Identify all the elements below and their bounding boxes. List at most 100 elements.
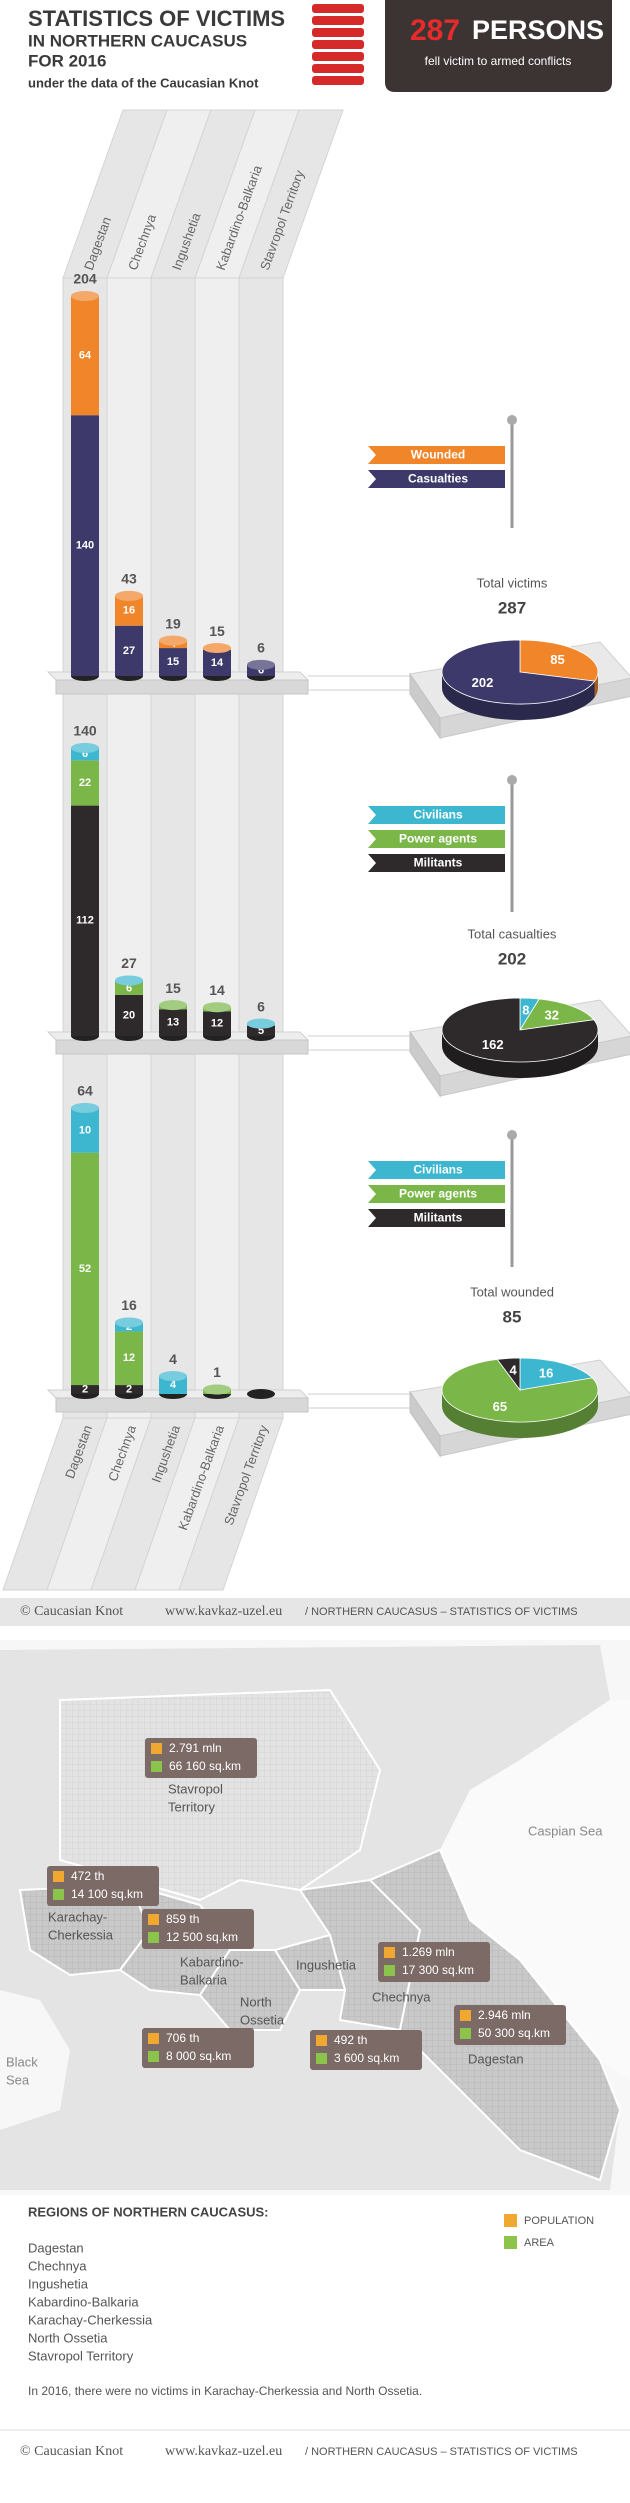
bar-value-label: 27	[123, 645, 135, 657]
banner	[385, 0, 612, 92]
region-name: Kabardino-	[180, 1954, 244, 1969]
bar-total: 1	[213, 1364, 221, 1380]
region-name: Stavropol	[168, 1781, 223, 1796]
bar-segment	[71, 1385, 99, 1394]
area-icon	[384, 1965, 395, 1976]
bar-cap	[159, 1371, 187, 1382]
pie-pedestal-side	[409, 1390, 441, 1458]
sea-label: Sea	[6, 2072, 30, 2087]
legend-label: POPULATION	[524, 2215, 594, 2227]
bar-total: 64	[77, 1083, 93, 1099]
bar-total: 43	[121, 571, 137, 587]
pie-title: Total victims	[477, 575, 548, 590]
bar-value-label: 16	[123, 605, 135, 617]
pie-slice	[519, 1357, 594, 1391]
population: 472 th	[71, 1869, 104, 1883]
region-name: Karachay-	[48, 1909, 107, 1924]
pie-total: 202	[498, 949, 526, 968]
copyright: © Caucasian Knot	[20, 1604, 123, 1619]
bar-cap-shine	[159, 1000, 187, 1011]
shelf-front	[55, 679, 309, 695]
bar-value-label: 64	[79, 350, 92, 362]
legend-label: Casualties	[408, 472, 468, 486]
population-icon	[384, 1947, 395, 1958]
pie-total: 85	[503, 1307, 522, 1326]
footer-bar	[0, 1598, 630, 1626]
bar-cap	[115, 1317, 143, 1328]
copyright: © Caucasian Knot	[20, 2444, 123, 2459]
bar-segment	[247, 664, 275, 676]
site: www.kavkaz-uzel.eu	[165, 1604, 282, 1619]
bar-cap-shine	[203, 643, 231, 654]
legend-label: AREA	[524, 2237, 555, 2249]
bar-value-label: 13	[167, 1017, 179, 1029]
info-box	[454, 2005, 566, 2045]
region-name: Ossetia	[240, 2012, 285, 2027]
bar-cap-shine	[247, 659, 275, 670]
bar-segment	[203, 649, 231, 676]
area: 17 300 sq.km	[402, 1963, 474, 1977]
population-icon	[148, 2033, 159, 2044]
banner-unit: PERSONS	[472, 15, 604, 45]
bar-cap-shine	[159, 635, 187, 646]
footer-stripe	[178, 1417, 284, 1591]
area-icon	[504, 2236, 517, 2249]
bar-cap	[203, 643, 231, 654]
pie-value-label: 32	[545, 1007, 559, 1022]
info-box	[142, 2028, 254, 2068]
pie-side	[442, 672, 595, 720]
sea-label: Caspian Sea	[528, 1823, 603, 1838]
bar-value-label: 2	[82, 1383, 88, 1395]
banner-caption: fell victim to armed conflicts	[425, 54, 572, 68]
flag-knob	[507, 775, 517, 785]
bar-cap	[247, 659, 275, 670]
population-icon	[148, 1914, 159, 1925]
region-name: North	[240, 1994, 272, 2009]
region-name: Balkaria	[180, 1972, 228, 1987]
bar-value-label: 6	[82, 748, 88, 760]
pie-side	[442, 1390, 598, 1438]
legend-flag	[368, 1185, 505, 1203]
sea-label: Black	[6, 2054, 38, 2069]
bar-segment	[203, 1011, 231, 1036]
bar-segment	[71, 805, 99, 1036]
list-item: North Ossetia	[28, 2330, 108, 2345]
legend-flag	[368, 446, 505, 464]
column-stripe	[150, 277, 196, 1419]
background	[2, 109, 630, 1591]
note: In 2016, there were no victims in Karach…	[28, 2384, 422, 2398]
header: STATISTICS OF VICTIMS IN NORTHERN CAUCAS…	[28, 0, 612, 92]
pie-value-label: 4	[509, 1362, 517, 1377]
area-icon	[316, 2053, 327, 2064]
bar-total: 140	[73, 723, 97, 739]
bar-segment	[247, 1025, 275, 1036]
population-icon	[53, 1871, 64, 1882]
bar-segment	[71, 760, 99, 806]
pie-slice	[441, 997, 599, 1063]
bar-total: 6	[257, 998, 265, 1014]
population: 859 th	[166, 1912, 199, 1926]
column-stripe	[238, 277, 284, 1419]
legend-label: Wounded	[411, 448, 465, 462]
bar-cap	[159, 635, 187, 646]
bar-total: 27	[121, 955, 137, 971]
list-item: Kabardino-Balkaria	[28, 2294, 139, 2309]
pie-pedestal-side	[409, 672, 441, 740]
area-icon	[53, 1889, 64, 1900]
bar-segment	[71, 1108, 99, 1153]
bar-value-label: 14	[211, 657, 224, 669]
bar-cap-shine	[71, 291, 99, 301]
region-name: Chechnya	[372, 1989, 431, 2004]
population: 2.946 mln	[478, 2008, 531, 2022]
pie-value-label: 162	[482, 1037, 504, 1052]
bar-value-label: 5	[258, 1025, 264, 1037]
region-name: Cherkessia	[48, 1927, 114, 1942]
bar-cap	[203, 1002, 231, 1013]
bar-cap	[115, 975, 143, 986]
info-box	[47, 1866, 159, 1906]
population: 706 th	[166, 2031, 199, 2045]
area-icon	[151, 1761, 162, 1772]
header-stripe	[238, 109, 344, 279]
bar-value-label: 6	[258, 664, 264, 676]
